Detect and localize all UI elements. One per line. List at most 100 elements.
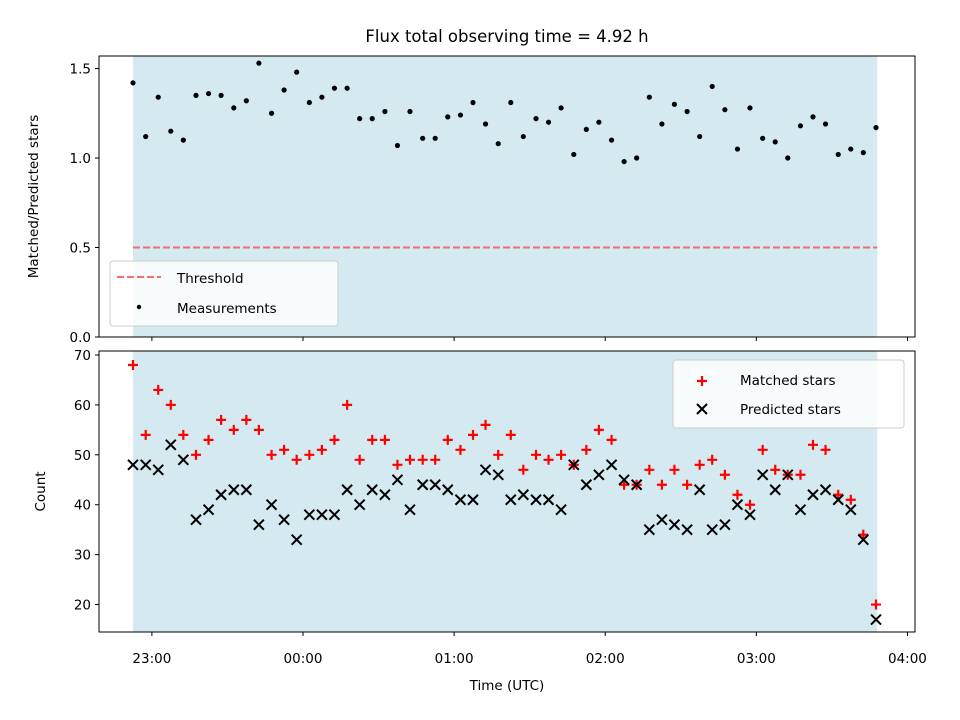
matched-star-point xyxy=(606,434,617,445)
bottom-y-axis-ticks: 20 30 40 50 60 70 xyxy=(74,348,99,614)
matched-star-point xyxy=(770,464,781,475)
matched-star-point xyxy=(279,444,290,455)
predicted-star-point xyxy=(656,513,668,526)
measurement-point xyxy=(583,126,589,132)
matched-star-point xyxy=(266,449,277,460)
predicted-star-point xyxy=(517,489,530,501)
measurement-point xyxy=(558,105,564,111)
predicted-star-point xyxy=(681,523,693,536)
predicted-star-point xyxy=(668,518,681,531)
y-tick-label: 50 xyxy=(74,448,91,464)
predicted-star-point xyxy=(391,474,404,486)
predicted-star-point xyxy=(492,469,504,481)
matched-star-point xyxy=(556,449,567,460)
predicted-star-point xyxy=(177,454,190,466)
predicted-star-point xyxy=(542,494,555,506)
measurement-points xyxy=(130,60,879,165)
predicted-star-point xyxy=(555,504,567,516)
measurement-point xyxy=(848,146,854,152)
predicted-stars-points xyxy=(127,439,882,626)
matched-star-point xyxy=(581,444,592,455)
measurement-point xyxy=(344,85,350,91)
matched-star-point xyxy=(430,454,441,465)
matched-star-point xyxy=(694,459,705,470)
legend-matched-label: Matched stars xyxy=(740,373,836,389)
x-axis-label: Time (UTC) xyxy=(469,678,545,694)
predicted-star-point xyxy=(782,469,794,481)
top-panel: 0.0 0.5 1.0 1.5 Matched/Predicted stars Thr… xyxy=(26,55,916,346)
measurement-point xyxy=(319,94,325,100)
predicted-star-point xyxy=(404,504,416,516)
measurement-point xyxy=(684,108,690,115)
legend-predicted-swatch xyxy=(696,403,708,415)
predicted-star-point xyxy=(643,523,656,536)
predicted-star-point xyxy=(328,509,341,521)
predicted-star-point xyxy=(202,504,215,516)
bottom-legend: Matched stars Predicted stars xyxy=(672,359,905,429)
measurement-point xyxy=(243,98,249,104)
measurement-point xyxy=(621,158,627,165)
predicted-star-point xyxy=(353,499,366,511)
predicted-star-point xyxy=(819,484,832,496)
matched-star-point xyxy=(493,449,504,460)
measurement-point xyxy=(420,135,426,141)
measurement-point xyxy=(130,80,136,86)
predicted-star-point xyxy=(379,489,391,501)
measurement-point xyxy=(571,151,577,158)
measurement-point xyxy=(155,94,161,100)
measurement-point xyxy=(382,108,388,115)
measurement-point xyxy=(369,116,375,122)
measurement-point xyxy=(281,87,287,93)
y-tick-label: 0.0 xyxy=(70,330,91,346)
measurement-point xyxy=(709,83,715,90)
y-tick-label: 60 xyxy=(74,398,91,414)
predicted-star-point xyxy=(580,479,593,491)
measurement-point xyxy=(306,99,312,106)
measurement-point xyxy=(810,114,816,120)
predicted-star-point xyxy=(731,499,744,511)
measurement-point xyxy=(231,105,237,111)
y-tick-label: 40 xyxy=(74,498,91,514)
predicted-star-point xyxy=(152,464,164,476)
measurement-point xyxy=(143,133,149,140)
matched-star-point xyxy=(304,449,315,460)
measurement-point xyxy=(205,90,212,97)
measurement-point xyxy=(722,107,728,113)
predicted-star-point xyxy=(316,509,328,521)
matched-star-point xyxy=(757,444,768,455)
matched-star-point xyxy=(329,434,340,445)
predicted-star-point xyxy=(265,499,278,511)
matched-star-point xyxy=(719,469,730,480)
measurement-point xyxy=(646,94,652,100)
predicted-star-point xyxy=(756,469,769,481)
matched-star-point xyxy=(316,444,327,455)
matched-star-point xyxy=(619,479,630,490)
matched-star-point xyxy=(833,489,844,500)
top-legend-box xyxy=(109,260,339,327)
matched-star-point xyxy=(392,459,403,470)
x-tick-label: 23:00 xyxy=(132,651,171,667)
predicted-star-point xyxy=(240,484,253,496)
predicted-star-point xyxy=(127,459,139,471)
matched-star-point xyxy=(531,449,542,460)
predicted-star-point xyxy=(479,464,492,476)
matched-star-point xyxy=(518,464,529,475)
measurement-point xyxy=(218,92,224,98)
matched-star-point xyxy=(871,599,882,610)
matched-star-point xyxy=(241,414,252,425)
measurement-point xyxy=(772,139,778,145)
matched-star-point xyxy=(682,479,693,490)
x-tick-label: 02:00 xyxy=(586,651,625,667)
measurement-point xyxy=(193,92,199,98)
predicted-star-point xyxy=(454,494,467,506)
predicted-star-point xyxy=(139,459,152,471)
measurement-point xyxy=(495,141,501,147)
predicted-star-point xyxy=(870,613,882,626)
x-tick-label: 01:00 xyxy=(435,651,474,667)
measurement-point xyxy=(797,123,804,129)
measurement-point xyxy=(457,112,464,118)
matched-star-point xyxy=(744,499,755,510)
measurement-point xyxy=(180,137,186,143)
measurement-point xyxy=(545,119,552,125)
